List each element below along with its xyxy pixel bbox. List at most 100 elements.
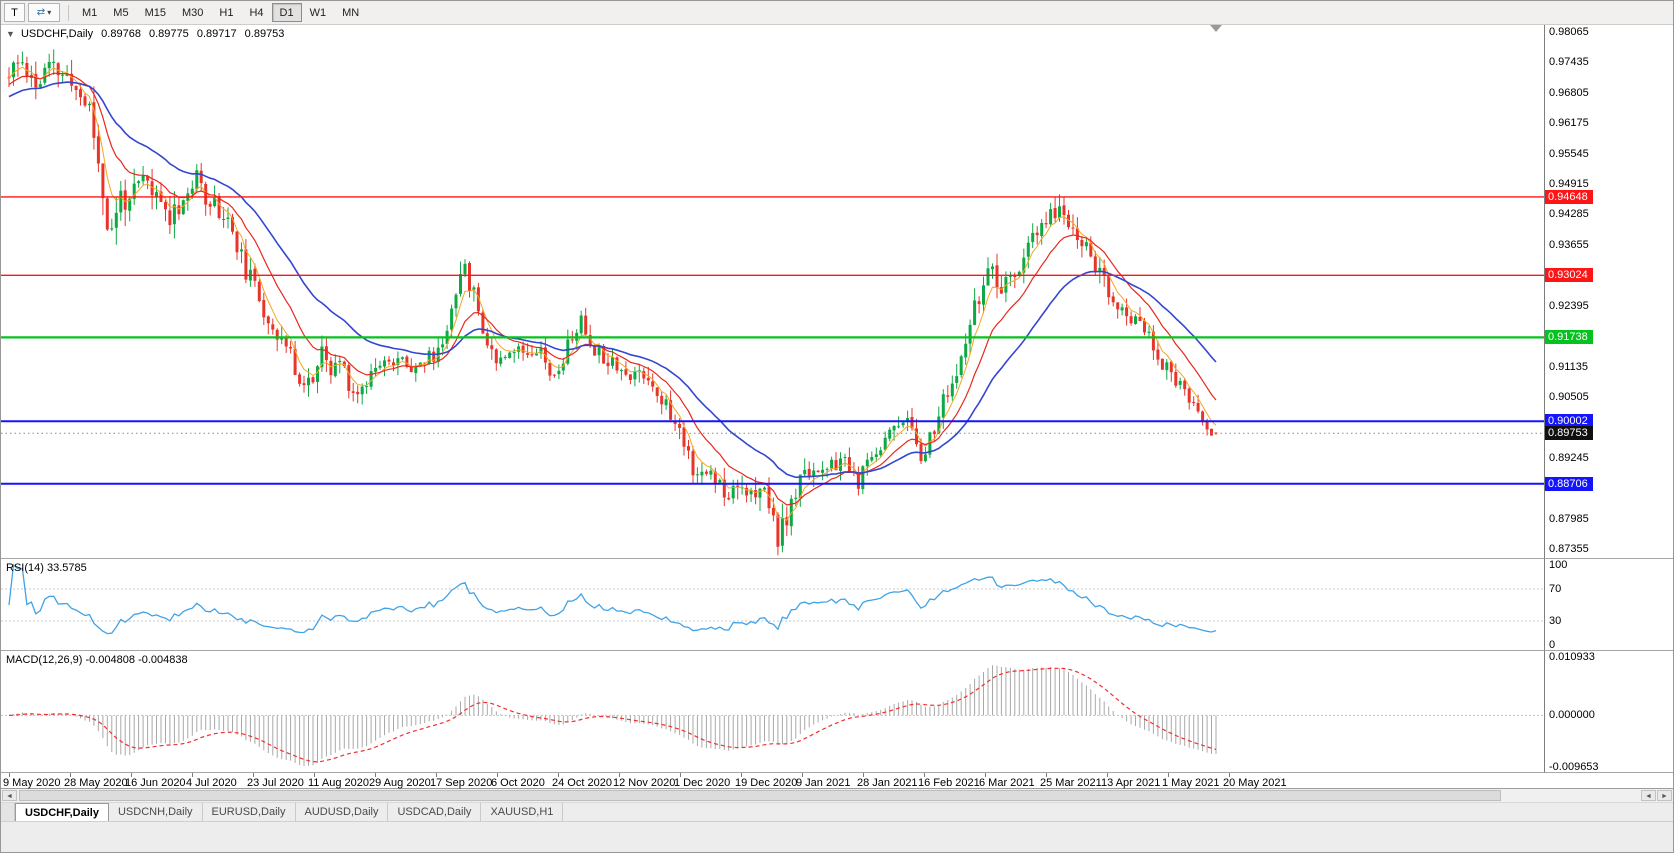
price-axis-label: 0.96175 <box>1549 117 1589 130</box>
date-tick <box>863 773 864 777</box>
price-axis-label: 0.98065 <box>1549 26 1589 38</box>
date-tick <box>497 773 498 777</box>
date-axis-label: 9 Jan 2021 <box>796 777 851 789</box>
chart-tab-usdchf-daily[interactable]: USDCHF,Daily <box>15 803 109 821</box>
date-tick <box>375 773 376 777</box>
date-axis-label: 16 Feb 2021 <box>918 777 980 789</box>
price-axis-label: 0.87985 <box>1549 512 1589 525</box>
price-axis-label: 0.97435 <box>1549 56 1589 69</box>
date-tick <box>680 773 681 777</box>
ohlc-close: 0.89753 <box>244 28 285 40</box>
price-axis[interactable]: 0.98065 0.97435 0.96805 0.96175 0.95545 0.949… <box>1544 25 1673 559</box>
date-axis-label: 16 Jun 2020 <box>125 777 186 789</box>
price-axis-label: 0.95545 <box>1549 147 1589 160</box>
horizontal-scrollbar[interactable]: ◄ ◄ ► <box>1 789 1673 803</box>
rsi-axis-label: 0 <box>1549 639 1556 651</box>
main-chart-pane[interactable]: ▼ USDCHF,Daily 0.89768 0.89775 0.89717 0… <box>1 25 1544 559</box>
macd-axis[interactable]: 0.010933 0.000000 -0.009653 <box>1544 651 1673 773</box>
pointer-tool-button[interactable]: ⇄ ▾ <box>28 3 60 22</box>
timeframe-button-m30[interactable]: M30 <box>181 6 204 19</box>
date-axis-label: 1 Dec 2020 <box>674 777 731 789</box>
date-tick <box>802 773 803 777</box>
macd-axis-label: 0.000000 <box>1549 709 1595 722</box>
chart-tabs-group: USDCHF,Daily USDCNH,Daily EURUSD,Daily AUDU… <box>15 803 564 821</box>
date-tick <box>1168 773 1169 777</box>
price-axis-label: 0.94915 <box>1549 178 1589 191</box>
date-tick <box>1046 773 1047 777</box>
macd-label: MACD(12,26,9) -0.004808 -0.004838 <box>6 654 188 666</box>
chart-tab-usdcad-daily[interactable]: USDCAD,Daily <box>388 803 482 821</box>
ma-line-5 <box>8 66 1217 521</box>
date-axis-label: 29 Aug 2020 <box>369 777 431 789</box>
timeframe-button-m1[interactable]: M1 <box>82 6 98 19</box>
date-tick <box>924 773 925 777</box>
text-tool-label: T <box>11 6 18 19</box>
scrollbar-thumb[interactable] <box>19 790 1501 801</box>
timeframe-button-w1[interactable]: W1 <box>309 6 327 19</box>
date-tick <box>1229 773 1230 777</box>
date-tick <box>9 773 10 777</box>
date-axis-label: 9 May 2020 <box>3 777 61 789</box>
date-tick <box>985 773 986 777</box>
price-level-badge: 0.94648 <box>1545 189 1593 204</box>
timeframe-button-m5[interactable]: M5 <box>113 6 129 19</box>
scrollbar-left-arrow-button[interactable]: ◄ <box>2 790 17 801</box>
price-axis-label: 0.87355 <box>1549 543 1589 555</box>
timeframe-group: M1 M5 M15 M30 H1 H4 D1 W1 MN <box>74 3 367 22</box>
price-axis-label: 0.96805 <box>1549 86 1589 99</box>
rsi-axis[interactable]: 100 70 30 0 <box>1544 559 1673 651</box>
date-axis-label: 28 May 2020 <box>64 777 128 789</box>
ohlc-open: 0.89768 <box>101 28 141 40</box>
macd-canvas[interactable] <box>1 651 1544 772</box>
date-axis[interactable]: 9 May 2020 28 May 2020 16 Jun 2020 4 Jul 20… <box>1 773 1673 789</box>
date-axis-label: 6 Oct 2020 <box>491 777 545 789</box>
timeframe-button-mn[interactable]: MN <box>342 6 360 19</box>
date-tick <box>131 773 132 777</box>
candlestick-canvas[interactable] <box>1 25 1544 558</box>
date-axis-label: 23 Jul 2020 <box>247 777 304 789</box>
ma-line-13 <box>8 72 1217 506</box>
price-axis-label: 0.93655 <box>1549 238 1589 251</box>
rsi-line <box>8 563 1217 635</box>
date-axis-label: 11 Aug 2020 <box>308 777 369 789</box>
date-axis-label: 4 Jul 2020 <box>186 777 237 789</box>
chart-shift-marker <box>1210 25 1222 32</box>
date-tick <box>192 773 193 777</box>
ma-line-30 <box>8 81 1217 479</box>
date-tick <box>253 773 254 777</box>
scrollbar-right-arrow-button[interactable]: ► <box>1657 790 1672 801</box>
rsi-canvas[interactable] <box>1 559 1544 650</box>
price-level-badge: 0.88706 <box>1545 476 1593 491</box>
timeframe-button-m15[interactable]: M15 <box>144 6 166 19</box>
chart-tab-usdcnh-daily[interactable]: USDCNH,Daily <box>109 803 203 821</box>
date-tick <box>619 773 620 777</box>
date-tick <box>436 773 437 777</box>
timeframe-button-h4[interactable]: H4 <box>249 6 264 19</box>
date-axis-label: 25 Mar 2021 <box>1040 777 1102 789</box>
rsi-axis-label: 30 <box>1549 615 1562 627</box>
chart-symbol-label: USDCHF,Daily <box>20 28 94 40</box>
chart-tab-eurusd-daily[interactable]: EURUSD,Daily <box>203 803 296 821</box>
chart-title: ▼ USDCHF,Daily 0.89768 0.89775 0.89717 0… <box>6 28 289 40</box>
collapse-triangle-icon[interactable]: ▼ <box>6 29 15 39</box>
date-axis-label: 19 Dec 2020 <box>735 777 798 789</box>
scrollbar-prev-button[interactable]: ◄ <box>1641 790 1656 801</box>
chart-tab-xauusd-h1[interactable]: XAUUSD,H1 <box>481 803 564 821</box>
date-axis-label: 6 Mar 2021 <box>979 777 1035 789</box>
date-axis-label: 20 May 2021 <box>1223 777 1287 789</box>
timeframe-button-d1[interactable]: D1 <box>271 3 302 22</box>
rsi-label: RSI(14) 33.5785 <box>6 562 87 574</box>
timeframe-button-h1[interactable]: H1 <box>219 6 234 19</box>
pointer-tool-icon: ⇄ <box>36 7 46 18</box>
chart-tab-audusd-daily[interactable]: AUDUSD,Daily <box>296 803 389 821</box>
macd-signal-line <box>8 667 1217 763</box>
text-tool-button[interactable]: T <box>4 3 25 22</box>
price-axis-label: 0.94285 <box>1549 208 1589 221</box>
macd-pane[interactable]: MACD(12,26,9) -0.004808 -0.004838 <box>1 651 1544 773</box>
macd-axis-label: -0.009653 <box>1549 761 1599 773</box>
date-axis-label: 24 Oct 2020 <box>552 777 612 789</box>
chart-toolbar: T ⇄ ▾ M1 M5 M15 M30 H1 H4 D1 W1 MN <box>1 1 1673 25</box>
date-tick <box>70 773 71 777</box>
rsi-pane[interactable]: RSI(14) 33.5785 <box>1 559 1544 651</box>
